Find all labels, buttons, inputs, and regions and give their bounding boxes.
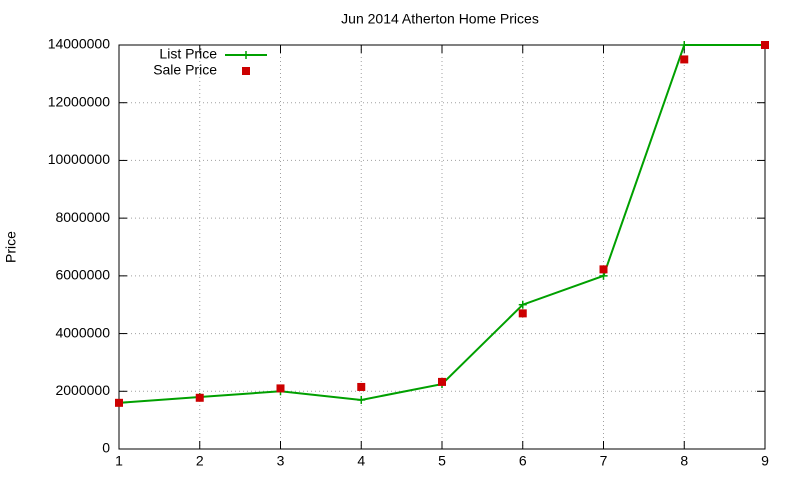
data-point [761, 41, 769, 49]
data-point [115, 398, 123, 407]
legend-marker [242, 67, 250, 75]
x-tick-label: 2 [196, 453, 204, 469]
y-tick-label: 10000000 [48, 151, 111, 167]
x-tick-label: 3 [277, 453, 285, 469]
x-tick-label: 5 [438, 453, 446, 469]
y-tick-label: 0 [102, 440, 110, 456]
data-point [438, 377, 446, 386]
data-point [680, 55, 689, 64]
data-point [195, 393, 204, 402]
legend-marker [242, 51, 250, 59]
y-tick-label: 6000000 [55, 267, 110, 283]
x-tick-label: 8 [680, 453, 688, 469]
data-point [357, 382, 366, 391]
data-point [357, 395, 366, 404]
x-tick-label: 4 [357, 453, 365, 469]
plot-border [118, 44, 766, 450]
y-tick-label: 8000000 [55, 209, 110, 225]
x-tick-label: 6 [519, 453, 527, 469]
y-tick-label: 14000000 [48, 36, 111, 52]
y-tick-label: 2000000 [55, 382, 110, 398]
data-point [518, 300, 527, 309]
data-point [518, 309, 527, 318]
legend-label: Sale Price [153, 62, 217, 78]
y-tick-label: 4000000 [55, 324, 110, 340]
y-tick-label: 12000000 [48, 93, 111, 109]
x-tick-label: 7 [600, 453, 608, 469]
data-point [276, 384, 285, 393]
legend-label: List Price [159, 46, 217, 62]
y-axis-label: Price [3, 231, 19, 263]
x-tick-label: 1 [115, 453, 123, 469]
data-point [599, 265, 608, 274]
chart-title: Jun 2014 Atherton Home Prices [341, 11, 539, 27]
x-tick-label: 9 [761, 453, 769, 469]
data-point [680, 41, 689, 49]
